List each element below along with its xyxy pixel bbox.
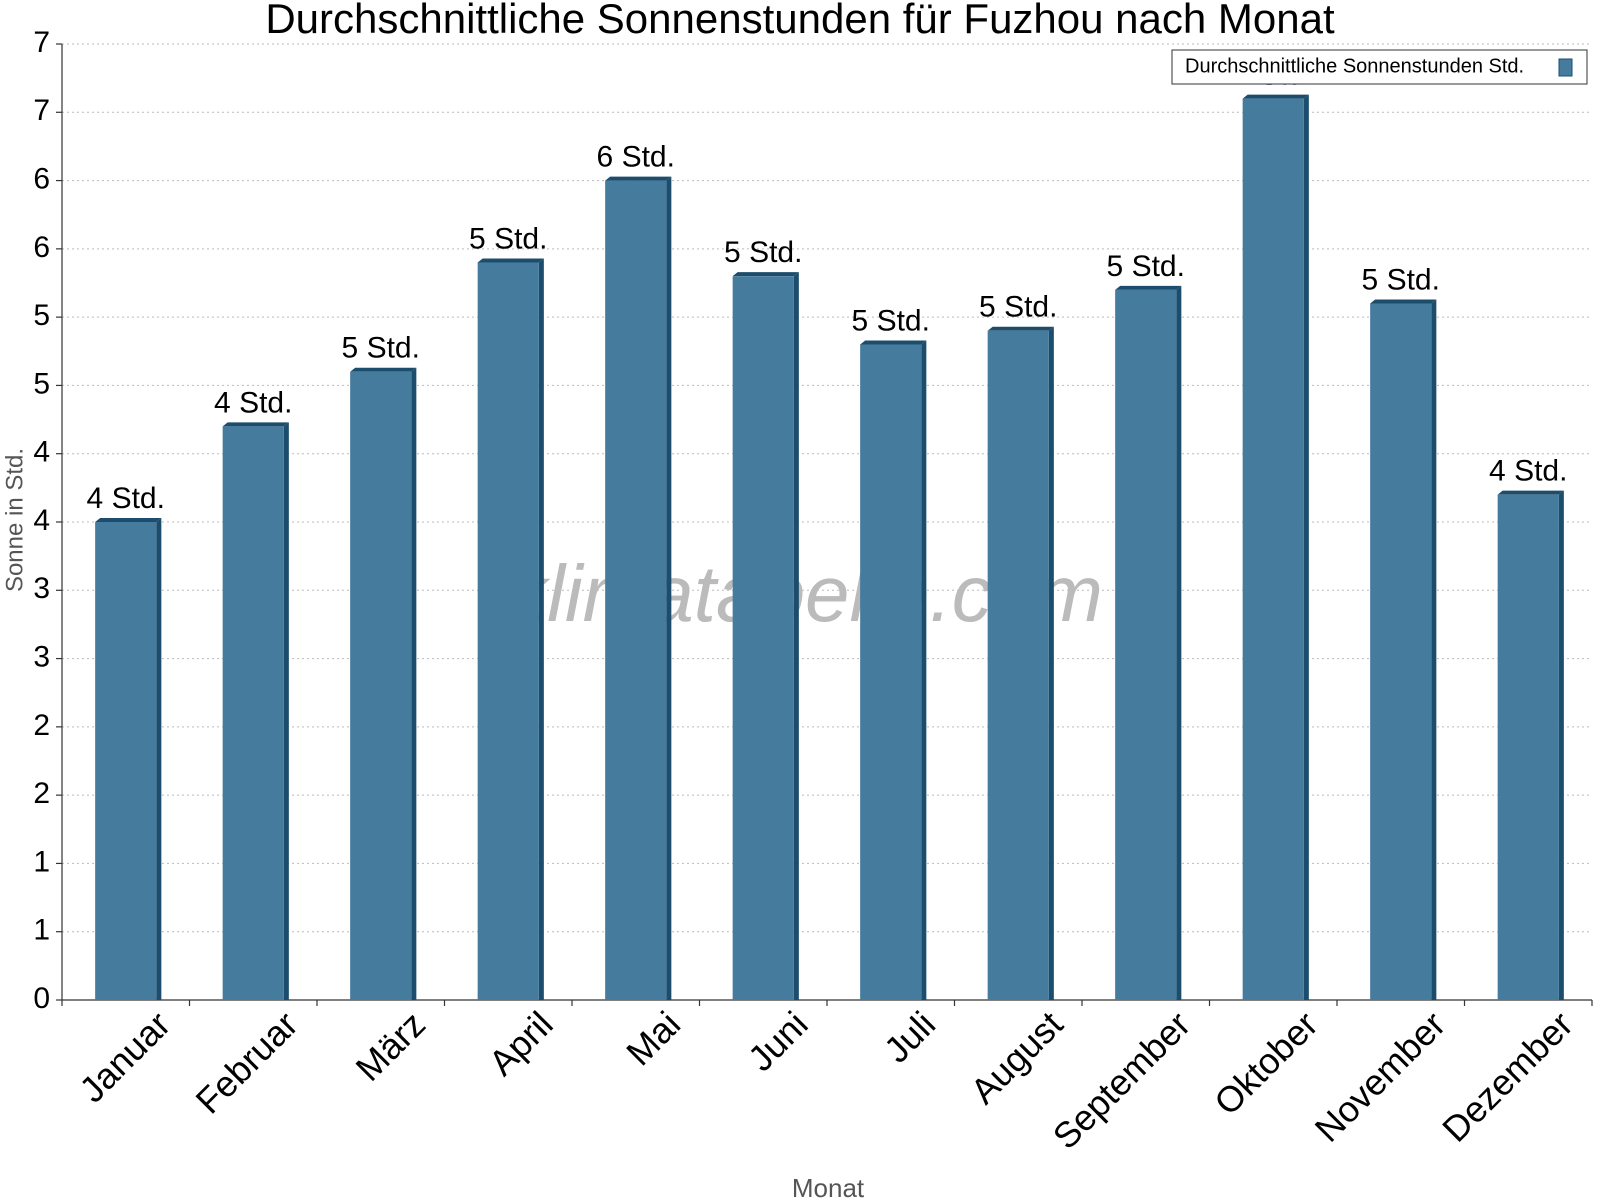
x-tick-label: Oktober bbox=[1206, 1003, 1326, 1123]
bar bbox=[1497, 494, 1559, 1000]
y-tick-label: 2 bbox=[33, 777, 50, 810]
x-tick-label: Februar bbox=[188, 1003, 306, 1121]
data-label: 5 Std. bbox=[979, 291, 1057, 324]
bar-side bbox=[921, 340, 927, 1000]
legend-box bbox=[1171, 49, 1588, 85]
x-tick-label: April bbox=[481, 1003, 561, 1083]
data-label: 4 Std. bbox=[1489, 455, 1567, 488]
data-label: 5 Std. bbox=[852, 304, 930, 337]
bar-top bbox=[1242, 94, 1309, 99]
data-label: 4 Std. bbox=[214, 386, 292, 419]
x-tick-label: Juni bbox=[740, 1003, 816, 1079]
legend: Durchschnittliche Sonnenstunden Std. bbox=[1171, 49, 1588, 85]
bar bbox=[1370, 303, 1432, 1000]
y-tick-label: 1 bbox=[33, 845, 50, 878]
y-tick-label: 4 bbox=[33, 504, 50, 537]
bar-side bbox=[538, 258, 544, 1000]
bar bbox=[95, 522, 157, 1000]
bar-top bbox=[1115, 285, 1182, 290]
bar-top bbox=[477, 258, 544, 263]
y-tick-label: 5 bbox=[33, 299, 50, 332]
y-tick-label: 1 bbox=[33, 914, 50, 947]
y-tick-label: 7 bbox=[33, 26, 50, 59]
bar-side bbox=[1176, 285, 1182, 1000]
data-label: 5 Std. bbox=[1362, 263, 1440, 296]
bar bbox=[987, 330, 1049, 1000]
data-label: 5 Std. bbox=[724, 236, 802, 269]
bar-top bbox=[350, 367, 417, 372]
bar-top bbox=[987, 326, 1054, 331]
bar-side bbox=[1048, 326, 1054, 1000]
bar bbox=[605, 180, 667, 1001]
data-label: 5 Std. bbox=[342, 332, 420, 365]
y-tick-label: 5 bbox=[33, 367, 50, 400]
bar-side bbox=[666, 176, 672, 1001]
bar-top bbox=[222, 422, 289, 427]
bar-side bbox=[156, 518, 162, 1000]
y-tick-label: 2 bbox=[33, 709, 50, 742]
bar-side bbox=[1303, 94, 1309, 1001]
bar bbox=[477, 262, 539, 1000]
legend-label: Durchschnittliche Sonnenstunden Std. bbox=[1185, 55, 1524, 77]
data-label: 6 Std. bbox=[597, 140, 675, 173]
x-tick-label: September bbox=[1045, 1003, 1199, 1157]
y-tick-label: 3 bbox=[33, 640, 50, 673]
bar-top bbox=[1370, 299, 1437, 304]
data-label: 5 Std. bbox=[1107, 250, 1185, 283]
y-tick-label: 7 bbox=[33, 94, 50, 127]
bar-top bbox=[95, 518, 162, 522]
x-tick-label: Mai bbox=[618, 1003, 688, 1073]
y-tick-label: 6 bbox=[33, 162, 50, 195]
bar-side bbox=[793, 272, 799, 1001]
bar-side bbox=[1558, 490, 1564, 1000]
y-tick-label: 0 bbox=[33, 982, 50, 1015]
bar bbox=[350, 371, 412, 1000]
bar bbox=[860, 344, 922, 1000]
bar-side bbox=[411, 367, 417, 1000]
bar-top bbox=[1497, 490, 1564, 495]
bar bbox=[222, 426, 284, 1000]
bar-top bbox=[860, 340, 927, 345]
bar-top bbox=[605, 176, 672, 181]
bar bbox=[732, 276, 794, 1001]
bar-top bbox=[732, 272, 799, 277]
bar bbox=[1115, 289, 1177, 1000]
bar bbox=[1242, 98, 1304, 1001]
y-tick-label: 6 bbox=[33, 231, 50, 264]
bar-side bbox=[283, 422, 289, 1000]
y-tick-label: 3 bbox=[33, 572, 50, 605]
x-tick-label: November bbox=[1307, 1003, 1453, 1149]
x-tick-label: Juli bbox=[876, 1003, 943, 1070]
y-axis-title: Sonne in Std. bbox=[1, 448, 28, 592]
legend-swatch bbox=[1558, 58, 1573, 77]
data-label: 4 Std. bbox=[87, 482, 165, 515]
x-tick-label: März bbox=[348, 1003, 434, 1089]
x-tick-label: Januar bbox=[71, 1003, 178, 1110]
x-tick-label: Dezember bbox=[1434, 1003, 1580, 1149]
y-tick-label: 4 bbox=[33, 436, 50, 469]
data-label: 5 Std. bbox=[469, 222, 547, 255]
x-axis-title: Monat bbox=[792, 1173, 865, 1200]
bar-side bbox=[1431, 299, 1437, 1000]
x-tick-label: August bbox=[962, 1003, 1070, 1111]
chart-title: Durchschnittliche Sonnenstunden für Fuzh… bbox=[265, 0, 1335, 42]
